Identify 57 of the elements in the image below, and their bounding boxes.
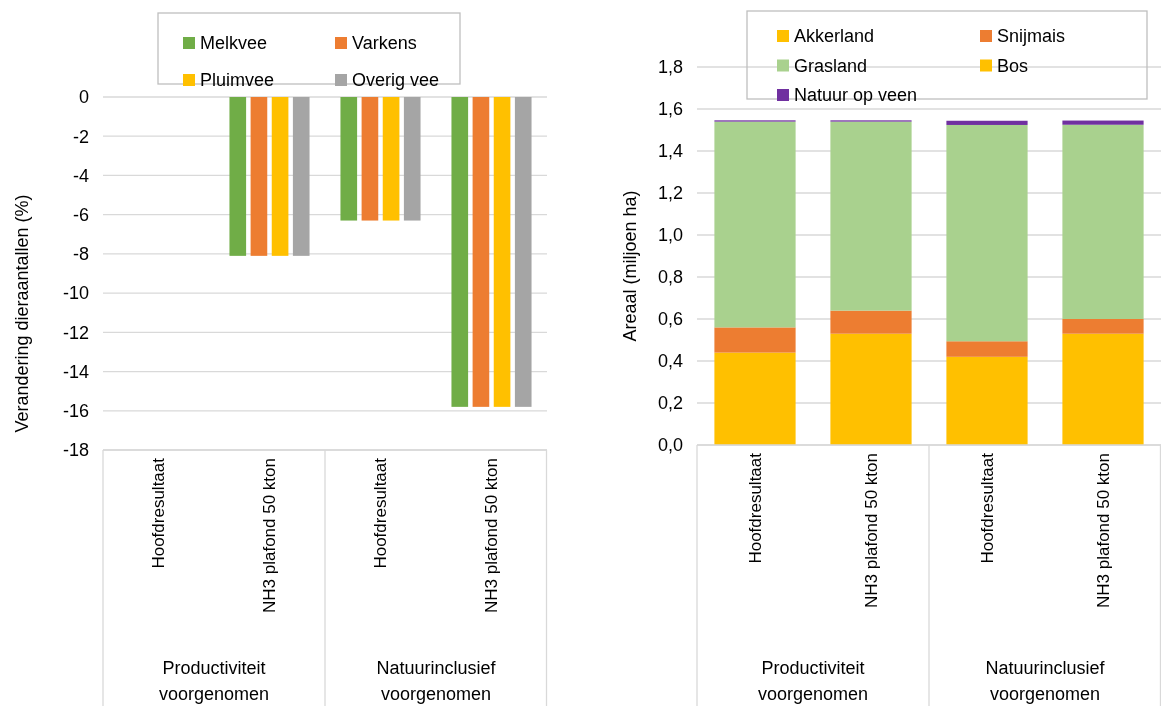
legend-label: Melkvee <box>200 33 268 54</box>
text: Productiviteit voorgenomen <box>757 658 869 704</box>
legend-label: Overig vee <box>352 70 440 91</box>
x-tick-label: Hoofdresultaat <box>149 457 169 569</box>
x-tick-label: NH3 plafond 50 kton <box>1093 453 1113 608</box>
bar <box>946 356 1028 445</box>
bar <box>714 327 796 353</box>
legend-label: Bos <box>997 55 1029 76</box>
text: Natuurinclusief voorgenomen <box>376 658 497 704</box>
y-tick-label: 0,2 <box>657 393 683 414</box>
bar <box>830 333 912 445</box>
y-tick-label: 1,0 <box>657 225 683 246</box>
y-tick-label: 1,6 <box>657 99 683 120</box>
y-axis-title: Areaal (miljoen ha) <box>620 190 641 342</box>
y-tick-label: 1,2 <box>657 183 683 204</box>
x-tick-label: Hoofdresultaat <box>745 452 765 564</box>
y-tick-label: -4 <box>72 165 89 186</box>
bar <box>946 341 1028 357</box>
bar <box>946 124 1028 342</box>
x-tick-label: Hoofdresultaat <box>977 452 997 564</box>
bar <box>1062 319 1144 334</box>
y-tick-label: -14 <box>62 361 89 382</box>
y-tick-label: -8 <box>72 244 89 265</box>
y-tick-label: 0,4 <box>657 351 683 372</box>
y-tick-label: -16 <box>62 401 89 422</box>
bar <box>1062 333 1144 445</box>
bar <box>1062 124 1144 319</box>
y-tick-label: 0,6 <box>657 309 683 330</box>
bar <box>830 310 912 334</box>
x-tick-label: Hoofdresultaat <box>371 457 391 569</box>
y-tick-label: 0,8 <box>657 267 683 288</box>
legend-label: Grasland <box>794 55 868 76</box>
y-tick-label: -12 <box>62 322 89 343</box>
y-tick-label: -2 <box>72 126 89 147</box>
y-tick-label: -6 <box>72 204 89 225</box>
legend-label: Natuur op veen <box>794 85 918 106</box>
bar <box>830 121 912 311</box>
legend-label: Snijmais <box>997 26 1066 47</box>
y-tick-label: 0,0 <box>657 435 683 456</box>
y-tick-label: 1,4 <box>657 141 683 162</box>
y-tick-label: 1,8 <box>657 57 683 78</box>
bar <box>714 121 796 328</box>
x-tick-label: NH3 plafond 50 kton <box>861 453 881 608</box>
legend-label: Varkens <box>352 33 417 54</box>
x-tick-label: NH3 plafond 50 kton <box>260 458 280 613</box>
text: Productiviteit voorgenomen <box>158 658 270 704</box>
y-tick-label: -18 <box>62 440 89 461</box>
x-tick-label: NH3 plafond 50 kton <box>482 458 502 613</box>
legend-label: Akkerland <box>794 26 875 47</box>
legend-label: Pluimvee <box>200 70 275 91</box>
y-axis-title: Verandering dieraantallen (%) <box>12 194 33 433</box>
y-tick-label: -10 <box>62 283 89 304</box>
bar <box>714 352 796 445</box>
text: Natuurinclusief voorgenomen <box>985 658 1106 704</box>
bar <box>1062 120 1144 125</box>
y-tick-label: 0 <box>78 87 89 108</box>
bar <box>946 120 1028 125</box>
